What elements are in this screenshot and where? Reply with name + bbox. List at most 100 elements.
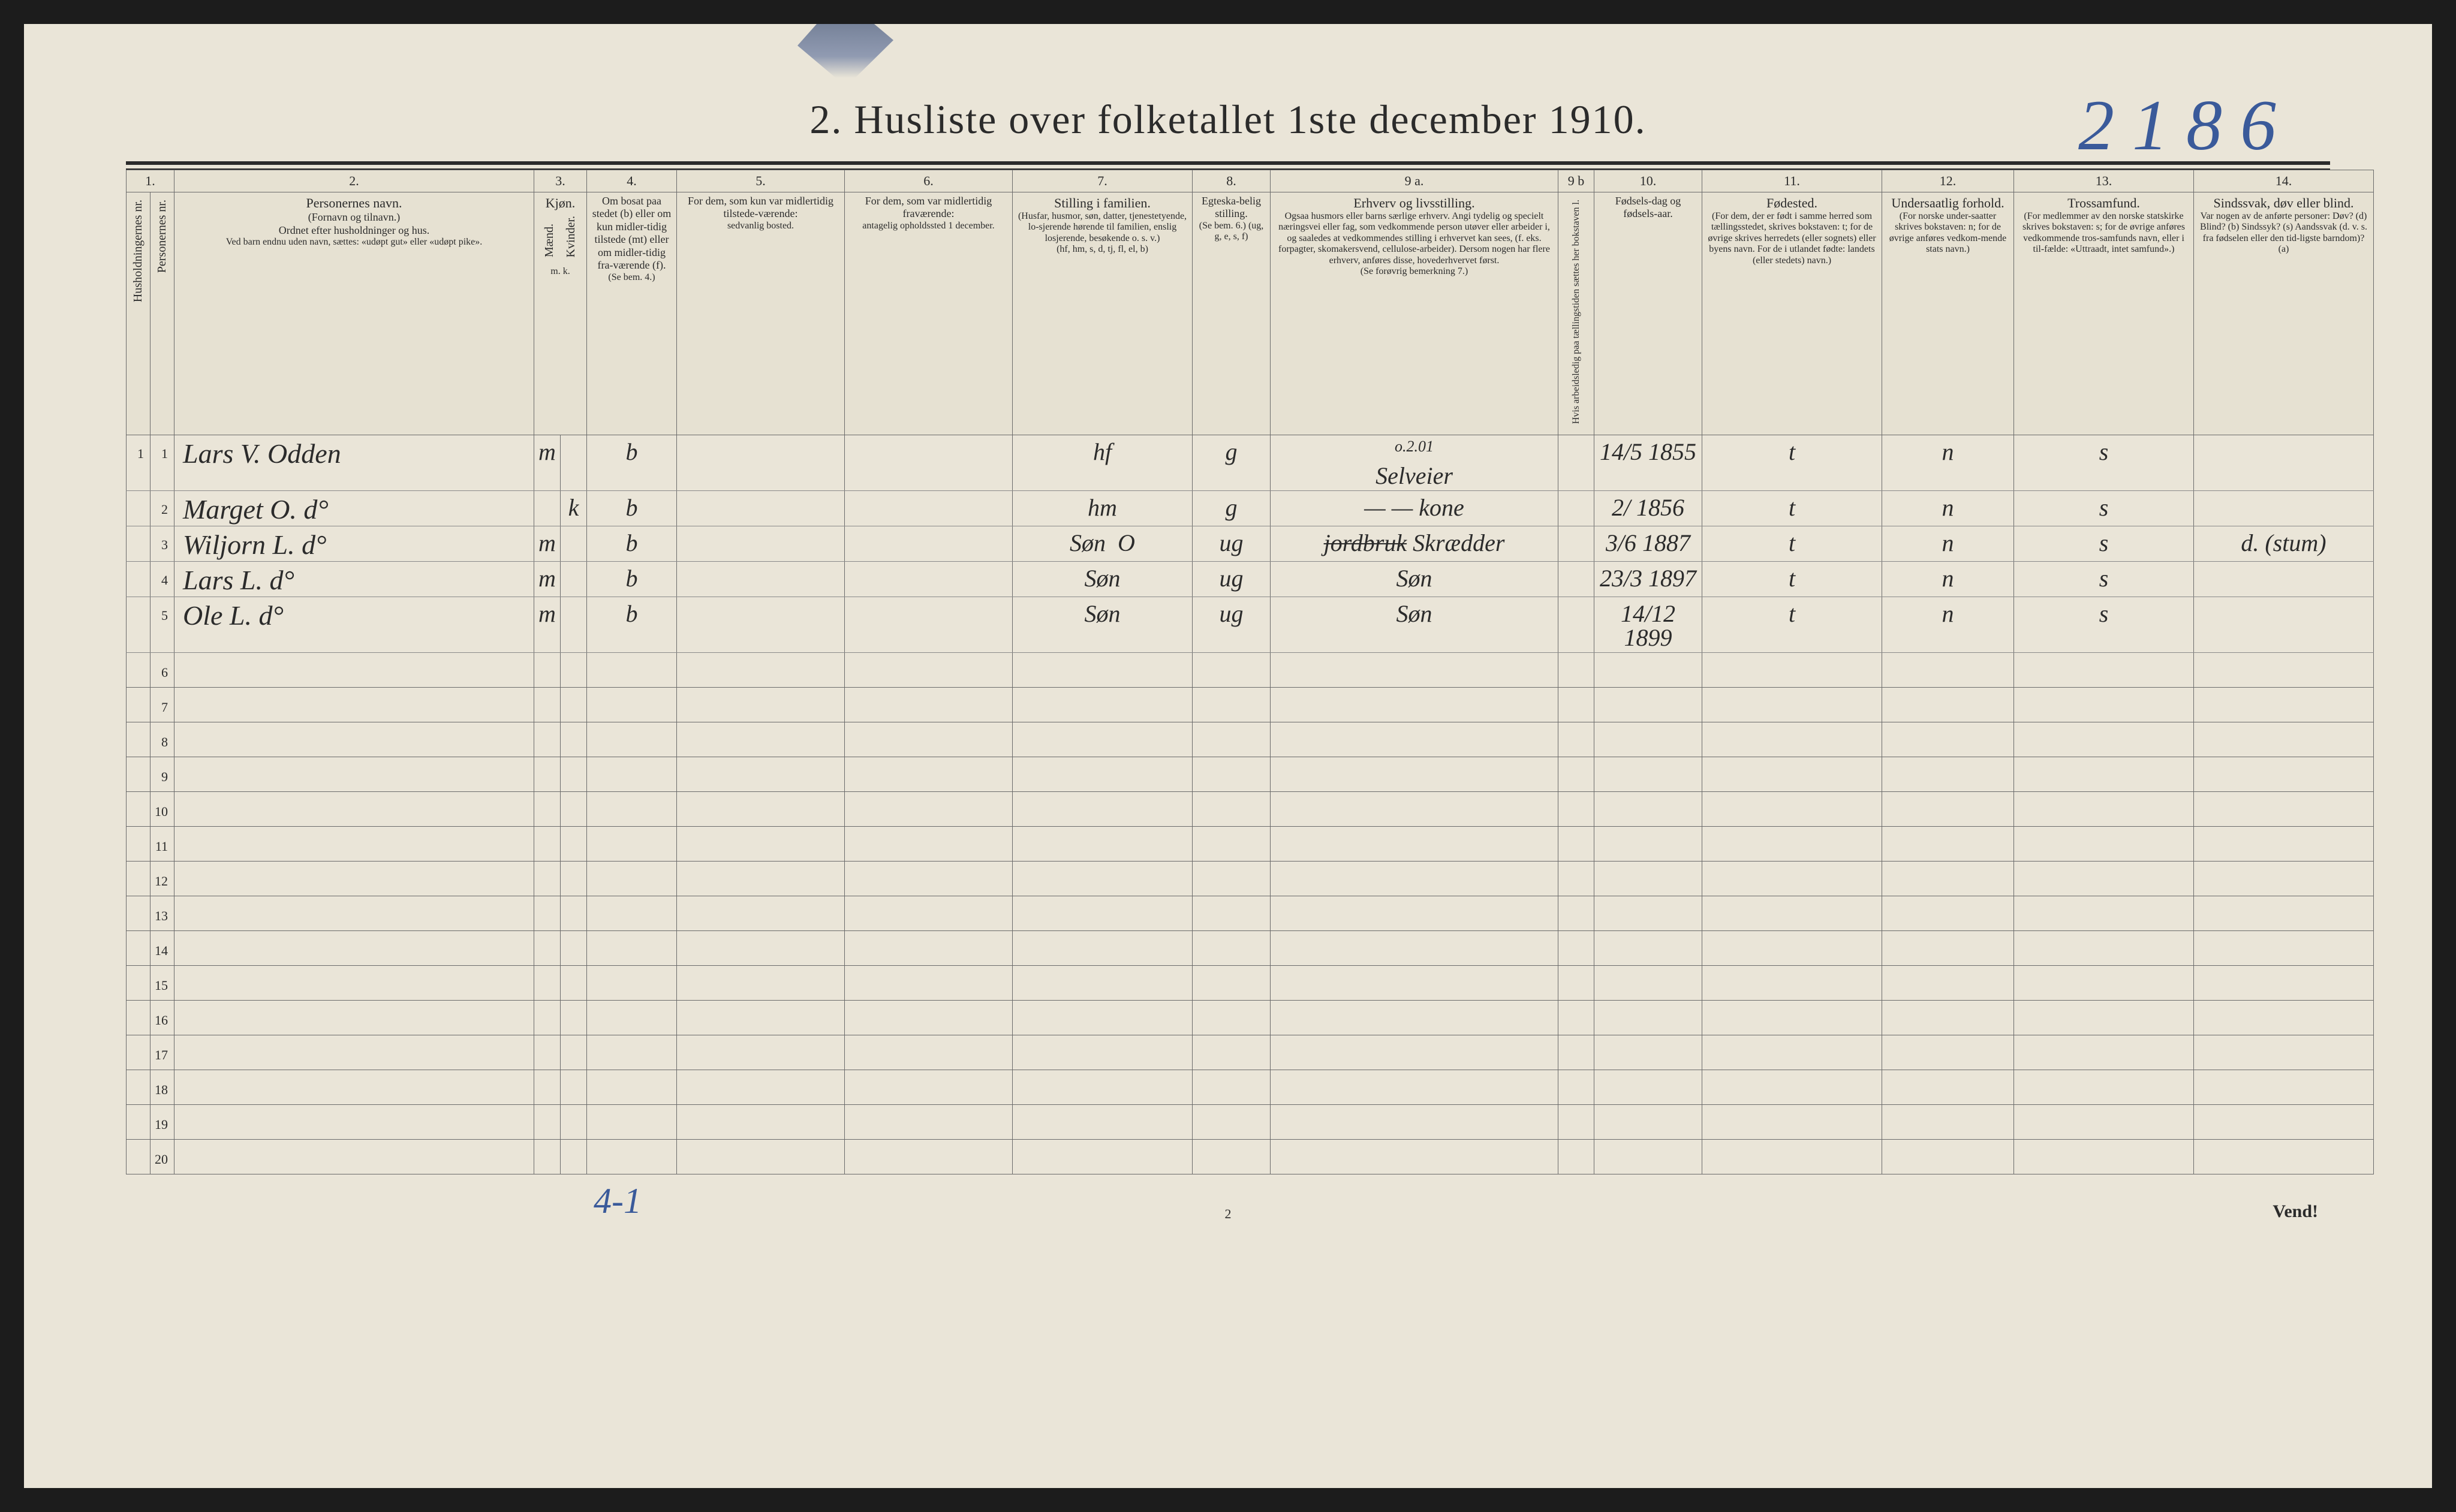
- table-header: 1. 2. 3. 4. 5. 6. 7. 8. 9 a. 9 b 10. 11.…: [127, 170, 2374, 435]
- hdr-10: Fødsels-dag og fødsels-aar.: [1594, 192, 1702, 435]
- cell-empty: [845, 722, 1013, 757]
- cell-empty: [561, 1035, 587, 1070]
- cell-empty: [1594, 966, 1702, 1001]
- cell-empty: [1013, 792, 1193, 827]
- cell-empty: [174, 1035, 534, 1070]
- cell-empty: [2014, 757, 2194, 792]
- cell-empty: [587, 1105, 677, 1140]
- cell-sex-m: [534, 491, 561, 526]
- cell-name: Marget O. d°: [174, 491, 534, 526]
- cell-6: [845, 562, 1013, 597]
- cell-empty: [1193, 688, 1271, 722]
- cell-occupation: Søn: [1271, 597, 1558, 653]
- cell-empty: [1702, 966, 1882, 1001]
- cell-empty: [2194, 827, 2374, 862]
- cell-empty: [1558, 1140, 1594, 1174]
- cell-empty: [534, 1035, 561, 1070]
- cell-6: [845, 435, 1013, 491]
- cell-empty: [1271, 757, 1558, 792]
- cell-person-nr: 10: [151, 792, 174, 827]
- cell-empty: [1558, 827, 1594, 862]
- colnum-13: 13.: [2014, 170, 2194, 192]
- cell-empty: [587, 827, 677, 862]
- table-row-empty: 14: [127, 931, 2374, 966]
- cell-empty: [1882, 1070, 2014, 1105]
- hdr-11: Fødested. (For dem, der er født i samme …: [1702, 192, 1882, 435]
- cell-residence: b: [587, 526, 677, 562]
- cell-birth: 14/12 1899: [1594, 597, 1702, 653]
- cell-empty: [1013, 722, 1193, 757]
- cell-empty: [534, 653, 561, 688]
- cell-empty: [174, 653, 534, 688]
- cell-empty: [587, 862, 677, 896]
- table-row-empty: 18: [127, 1070, 2374, 1105]
- page-title: 2. Husliste over folketallet 1ste decemb…: [809, 96, 1646, 143]
- cell-birth: 23/3 1897: [1594, 562, 1702, 597]
- cell-hh: [127, 931, 151, 966]
- cell-empty: [174, 757, 534, 792]
- cell-person-nr: 14: [151, 931, 174, 966]
- colnum-7: 7.: [1013, 170, 1193, 192]
- cell-empty: [1558, 688, 1594, 722]
- cell-empty: [845, 792, 1013, 827]
- cell-empty: [561, 1070, 587, 1105]
- table-row-empty: 15: [127, 966, 2374, 1001]
- colnum-1: 1.: [127, 170, 174, 192]
- cell-empty: [1193, 1105, 1271, 1140]
- cell-empty: [2194, 1001, 2374, 1035]
- cell-hh: [127, 1140, 151, 1174]
- cell-empty: [2194, 792, 2374, 827]
- cell-hh: [127, 862, 151, 896]
- cell-residence: b: [587, 562, 677, 597]
- cell-9b: [1558, 597, 1594, 653]
- cell-empty: [1193, 931, 1271, 966]
- cell-empty: [2194, 966, 2374, 1001]
- cell-empty: [2014, 1035, 2194, 1070]
- cell-empty: [587, 931, 677, 966]
- cell-hh: [127, 966, 151, 1001]
- cell-person-nr: 16: [151, 1001, 174, 1035]
- cell-empty: [174, 1105, 534, 1140]
- cell-empty: [2194, 1105, 2374, 1140]
- cell-empty: [2014, 792, 2194, 827]
- cell-empty: [845, 862, 1013, 896]
- colnum-2: 2.: [174, 170, 534, 192]
- cell-empty: [677, 1070, 845, 1105]
- cell-empty: [2194, 1070, 2374, 1105]
- cell-empty: [2014, 1105, 2194, 1140]
- cell-empty: [1013, 688, 1193, 722]
- hdr-9a: Erhverv og livsstilling. Ogsaa husmors e…: [1271, 192, 1558, 435]
- cell-empty: [587, 1140, 677, 1174]
- cell-person-nr: 18: [151, 1070, 174, 1105]
- cell-empty: [587, 1070, 677, 1105]
- cell-empty: [677, 1035, 845, 1070]
- cell-empty: [1882, 1035, 2014, 1070]
- hdr-7: Stilling i familien. (Husfar, husmor, sø…: [1013, 192, 1193, 435]
- cell-residence: b: [587, 491, 677, 526]
- cell-hh: [127, 757, 151, 792]
- colnum-10: 10.: [1594, 170, 1702, 192]
- cell-hh: [127, 491, 151, 526]
- cell-empty: [1558, 1070, 1594, 1105]
- colnum-11: 11.: [1702, 170, 1882, 192]
- cell-hh: [127, 792, 151, 827]
- data-rows: 11Lars V. Oddenmbhfgo.2.01Selveier14/5 1…: [127, 435, 2374, 653]
- hdr-12: Undersaatlig forhold. (For norske under-…: [1882, 192, 2014, 435]
- cell-6: [845, 491, 1013, 526]
- cell-empty: [1271, 1105, 1558, 1140]
- cell-empty: [1594, 722, 1702, 757]
- cell-empty: [534, 896, 561, 931]
- hdr-sex: Kjøn. Mænd. Kvinder. m. k.: [534, 192, 587, 435]
- cell-empty: [1558, 792, 1594, 827]
- cell-sex-m: m: [534, 562, 561, 597]
- cell-empty: [1013, 931, 1193, 966]
- cell-empty: [1013, 1001, 1193, 1035]
- cell-empty: [1882, 722, 2014, 757]
- cell-sex-m: m: [534, 435, 561, 491]
- cell-empty: [677, 1140, 845, 1174]
- cell-person-nr: 20: [151, 1140, 174, 1174]
- cell-5: [677, 526, 845, 562]
- cell-empty: [1594, 792, 1702, 827]
- table-row-empty: 19: [127, 1105, 2374, 1140]
- cell-disability: d. (stum): [2194, 526, 2374, 562]
